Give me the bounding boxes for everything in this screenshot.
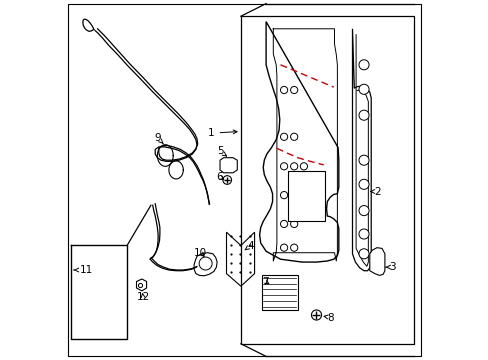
Circle shape — [223, 176, 231, 184]
Circle shape — [280, 86, 287, 94]
Text: 5: 5 — [216, 146, 226, 156]
Circle shape — [280, 244, 287, 251]
Circle shape — [358, 229, 368, 239]
Text: 7: 7 — [262, 276, 268, 287]
Circle shape — [300, 163, 307, 170]
Text: 9: 9 — [154, 132, 163, 144]
Circle shape — [280, 163, 287, 170]
Polygon shape — [220, 158, 237, 173]
Polygon shape — [194, 253, 217, 276]
Text: 6: 6 — [216, 172, 224, 182]
Polygon shape — [226, 232, 254, 286]
Text: 2: 2 — [370, 186, 380, 197]
Circle shape — [290, 220, 297, 228]
Polygon shape — [352, 29, 370, 271]
Text: 8: 8 — [324, 312, 333, 323]
Circle shape — [358, 110, 368, 120]
Circle shape — [300, 192, 307, 199]
Circle shape — [358, 249, 368, 259]
Circle shape — [290, 163, 297, 170]
Polygon shape — [136, 279, 146, 291]
Circle shape — [290, 133, 297, 140]
Circle shape — [290, 192, 297, 199]
Bar — [287, 171, 325, 221]
Circle shape — [311, 310, 321, 320]
Circle shape — [199, 257, 212, 270]
Polygon shape — [259, 22, 338, 262]
Circle shape — [280, 133, 287, 140]
Circle shape — [358, 206, 368, 216]
Text: 12: 12 — [136, 292, 149, 302]
Polygon shape — [369, 248, 384, 275]
Text: 11: 11 — [74, 265, 93, 275]
Text: 3: 3 — [385, 262, 395, 272]
Circle shape — [280, 220, 287, 228]
Circle shape — [358, 60, 368, 70]
Circle shape — [358, 84, 368, 94]
Circle shape — [358, 179, 368, 189]
Text: 4: 4 — [244, 240, 254, 251]
Circle shape — [290, 86, 297, 94]
Polygon shape — [261, 275, 297, 310]
Text: 1: 1 — [207, 128, 237, 138]
Circle shape — [290, 244, 297, 251]
Circle shape — [280, 192, 287, 199]
Text: 10: 10 — [194, 248, 207, 258]
Circle shape — [358, 155, 368, 165]
